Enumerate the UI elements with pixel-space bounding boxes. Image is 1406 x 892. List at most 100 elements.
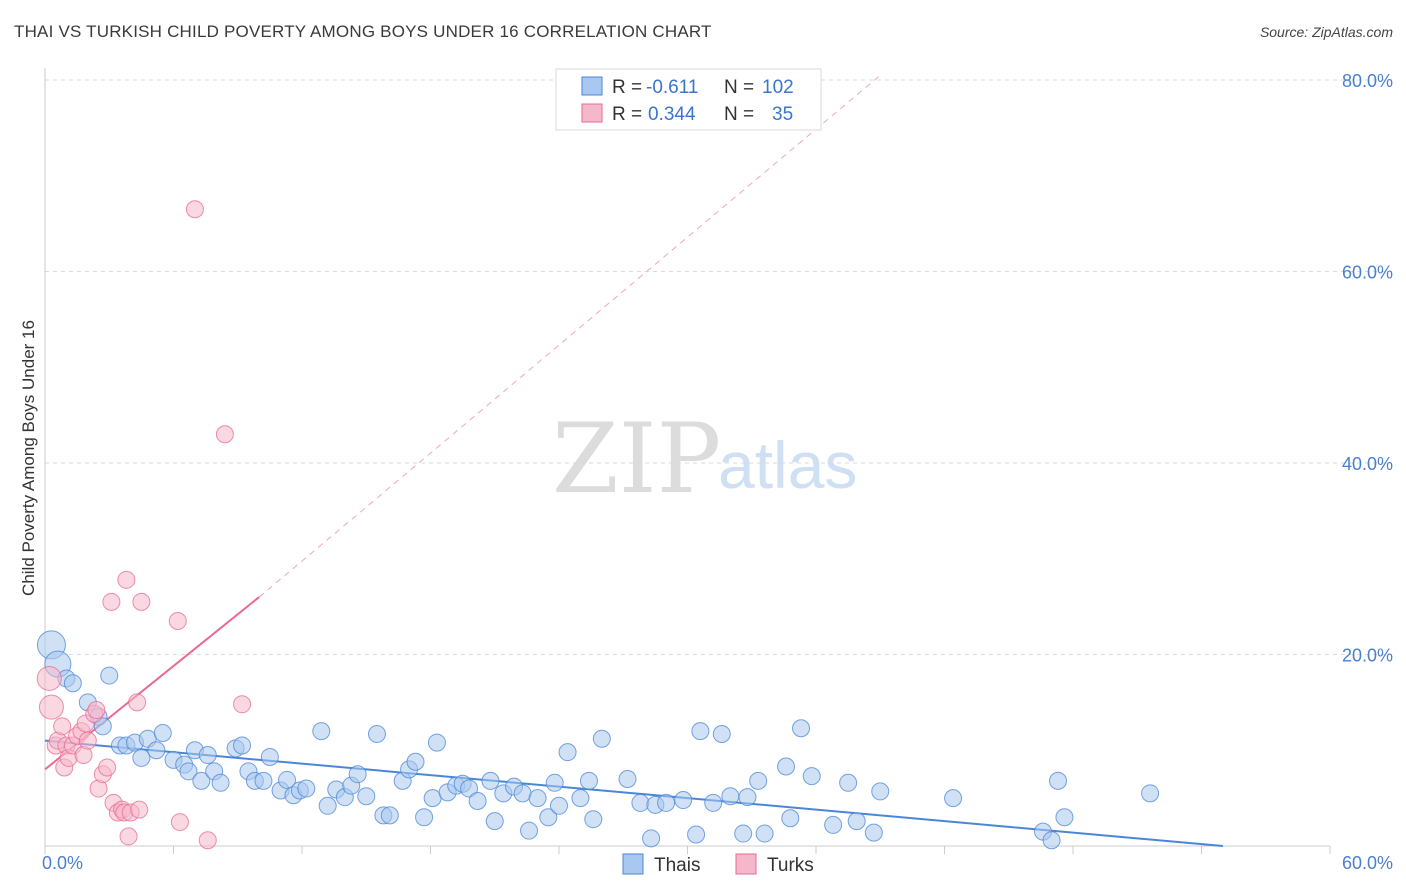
series-legend: Thais Turks [622,853,814,876]
legend-r-label-1: R = [612,77,642,98]
thais-point-77 [691,722,710,741]
thais-point-27 [254,771,273,790]
turks-point-19 [102,592,121,611]
thais-point-72 [642,829,661,848]
thais-point-78 [704,793,723,812]
turks-point-18 [98,758,117,777]
turks-point-13 [78,731,97,750]
thais-point-43 [380,806,399,825]
watermark-atlas: atlas [718,428,857,502]
thais-point-69 [592,729,611,748]
thais-point-59 [513,784,532,803]
turks-point-0 [36,665,62,691]
thais-point-68 [584,810,603,829]
turks-trendline-extension [258,74,881,598]
thais-point-79 [712,724,731,743]
legend-n-value-2: 35 [772,104,793,125]
x-tick-label-0: 0.0% [42,853,83,873]
thais-point-55 [481,771,500,790]
thais-point-33 [297,779,316,798]
x-tick-label-1: 60.0% [1342,853,1393,873]
thais-point-19 [192,771,211,790]
thais-point-46 [406,752,425,771]
thais-point-93 [871,782,890,801]
bottom-legend-turks: Turks [767,855,814,876]
thais-point-34 [312,722,331,741]
legend-n-label-1: N = [724,77,754,98]
thais-point-11 [132,748,151,767]
turks-point-29 [132,592,151,611]
thais-point-6 [93,717,112,736]
turks-point-4 [53,717,72,736]
thais-point-74 [657,793,676,812]
thais-point-84 [755,824,774,843]
thais-point-97 [1049,771,1068,790]
thais-point-62 [539,808,558,827]
stats-legend: R = -0.611 N = 102 R = 0.344 N = 35 [555,68,822,131]
legend-r-label-2: R = [612,104,642,125]
watermark-zip: ZIP [552,403,721,515]
thais-point-60 [520,821,539,840]
thais-point-83 [749,771,768,790]
thais-point-70 [618,769,637,788]
grid-lines [45,79,1392,655]
thais-point-90 [839,773,858,792]
thais-point-99 [1141,784,1160,803]
thais-point-80 [721,787,740,806]
thais-point-39 [348,765,367,784]
legend-n-value-1: 102 [762,77,794,98]
thais-point-89 [824,815,843,834]
thais-point-20 [198,746,217,765]
thais-point-14 [153,724,172,743]
turks-point-31 [170,813,189,832]
turks-point-15 [87,701,106,720]
thais-point-30 [278,770,297,789]
thais-point-56 [485,812,504,831]
turks-point-24 [117,570,136,589]
turks-point-35 [233,695,252,714]
turks-points [36,200,252,850]
thais-point-98 [1055,808,1074,827]
thais-point-67 [579,771,598,790]
y-axis-title: Child Poverty Among Boys Under 16 [19,320,38,596]
thais-point-92 [864,823,883,842]
thais-point-87 [792,719,811,738]
legend-swatch-turks [581,103,603,123]
thais-point-65 [558,743,577,762]
thais-point-28 [260,747,279,766]
turks-point-34 [215,425,234,444]
thais-point-61 [528,789,547,808]
thais-point-35 [318,796,337,815]
turks-point-33 [198,831,217,850]
chart-title: THAI VS TURKISH CHILD POVERTY AMONG BOYS… [14,22,712,41]
y-tick-label-1: 40.0% [1342,454,1393,474]
legend-r-value-1: -0.611 [646,77,698,98]
legend-n-label-2: N = [724,104,754,125]
legend-r-value-2: 0.344 [648,104,696,125]
thais-point-71 [631,793,650,812]
thais-point-40 [357,787,376,806]
thais-point-54 [468,791,487,810]
y-tick-label-3: 80.0% [1342,71,1393,91]
thais-point-85 [777,757,796,776]
thais-trendline [44,739,1224,847]
thais-point-53 [460,779,479,798]
thais-point-64 [550,796,568,815]
thais-point-91 [847,812,866,831]
thais-point-7 [100,666,119,685]
thais-point-3 [63,674,82,693]
thais-point-82 [738,788,757,807]
turks-point-1 [38,694,64,720]
turks-point-32 [185,200,204,219]
bottom-legend-thais: Thais [654,855,700,876]
y-tick-label-0: 20.0% [1342,646,1393,666]
turks-point-28 [130,800,149,819]
bottom-legend-swatch-thais [622,853,644,875]
thais-point-76 [687,825,706,844]
turks-point-27 [128,693,147,712]
thais-point-17 [179,762,198,781]
thais-point-22 [211,773,230,792]
thais-point-41 [367,724,386,743]
thais-point-24 [233,736,252,755]
